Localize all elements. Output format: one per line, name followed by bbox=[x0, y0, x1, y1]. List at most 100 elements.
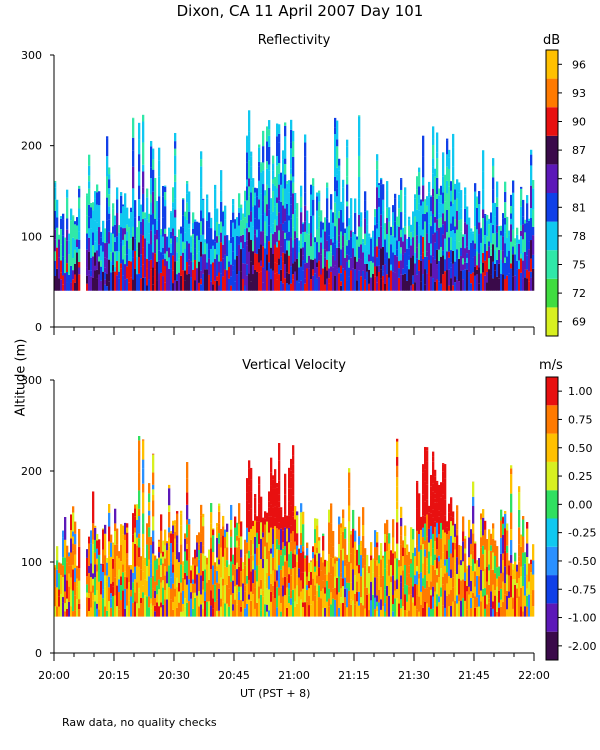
echo-cell bbox=[190, 570, 193, 584]
echo-cell bbox=[78, 208, 81, 232]
echo-cell bbox=[176, 543, 179, 560]
echo-cell bbox=[320, 254, 323, 275]
echo-cell bbox=[88, 204, 91, 217]
echo-cell bbox=[190, 235, 193, 237]
echo-cell bbox=[118, 225, 121, 233]
echo-cell bbox=[216, 566, 219, 571]
echo-cell bbox=[394, 206, 397, 222]
echo-cell bbox=[442, 255, 445, 275]
echo-cell bbox=[438, 561, 441, 578]
echo-cell bbox=[88, 573, 91, 594]
echo-cell bbox=[276, 587, 279, 608]
echo-cell bbox=[316, 229, 319, 243]
echo-cell bbox=[78, 185, 81, 189]
echo-cell bbox=[146, 523, 149, 545]
echo-cell bbox=[430, 255, 433, 264]
echo-cell bbox=[94, 270, 97, 291]
echo-cell bbox=[432, 608, 435, 617]
echo-cell bbox=[148, 576, 151, 597]
echo-cell bbox=[346, 554, 349, 564]
echo-cell bbox=[178, 582, 181, 592]
echo-cell bbox=[370, 555, 373, 561]
echo-cell bbox=[258, 207, 261, 220]
echo-cell bbox=[334, 558, 337, 564]
echo-cell bbox=[218, 235, 221, 243]
echo-cell bbox=[482, 218, 485, 238]
echo-cell bbox=[252, 569, 255, 584]
echo-cell bbox=[526, 557, 529, 567]
echo-cell bbox=[328, 542, 331, 555]
echo-cell bbox=[450, 206, 453, 224]
echo-cell bbox=[186, 504, 189, 520]
echo-cell bbox=[148, 515, 151, 528]
echo-cell bbox=[372, 230, 375, 249]
echo-cell bbox=[284, 188, 287, 203]
echo-cell bbox=[64, 237, 67, 259]
echo-cell bbox=[100, 580, 103, 595]
echo-cell bbox=[442, 564, 445, 577]
echo-cell bbox=[350, 599, 353, 605]
echo-cell bbox=[394, 590, 397, 599]
echo-cell bbox=[294, 506, 297, 520]
echo-cell bbox=[116, 261, 119, 276]
echo-cell bbox=[276, 528, 279, 540]
echo-cell bbox=[394, 551, 397, 559]
echo-cell bbox=[424, 549, 427, 557]
echo-cell bbox=[146, 596, 149, 617]
echo-cell bbox=[260, 588, 263, 595]
echo-cell bbox=[152, 553, 155, 577]
echo-cell bbox=[94, 577, 97, 595]
echo-cell bbox=[124, 534, 127, 540]
echo-cell bbox=[500, 599, 503, 607]
echo-cell bbox=[232, 212, 235, 223]
echo-cell bbox=[448, 530, 451, 540]
echo-cell bbox=[348, 542, 351, 562]
echo-cell bbox=[274, 581, 277, 599]
echo-cell bbox=[292, 455, 295, 465]
echo-cell bbox=[264, 242, 267, 249]
echo-cell bbox=[232, 599, 235, 605]
echo-cell bbox=[132, 226, 135, 237]
echo-cell bbox=[522, 260, 525, 279]
echo-cell bbox=[414, 575, 417, 585]
echo-cell bbox=[210, 569, 213, 591]
echo-cell bbox=[422, 258, 425, 275]
echo-cell bbox=[350, 582, 353, 600]
echo-cell bbox=[192, 583, 195, 593]
echo-cell bbox=[410, 527, 413, 539]
echo-cell bbox=[214, 208, 217, 231]
echo-cell bbox=[272, 585, 275, 596]
echo-cell bbox=[108, 213, 111, 220]
echo-cell bbox=[340, 597, 343, 604]
echo-cell bbox=[140, 266, 143, 279]
echo-cell bbox=[120, 600, 123, 617]
echo-cell bbox=[310, 184, 313, 195]
echo-cell bbox=[106, 220, 109, 243]
echo-cell bbox=[272, 234, 275, 254]
echo-cell bbox=[90, 228, 93, 239]
echo-cell bbox=[172, 552, 175, 565]
echo-cell bbox=[282, 150, 285, 160]
echo-cell bbox=[360, 259, 363, 277]
echo-cell bbox=[378, 220, 381, 237]
echo-cell bbox=[234, 516, 237, 524]
echo-cell bbox=[414, 584, 417, 606]
echo-cell bbox=[262, 162, 265, 171]
echo-cell bbox=[148, 213, 151, 223]
echo-cell bbox=[174, 261, 177, 281]
echo-cell bbox=[394, 193, 397, 199]
echo-cell bbox=[424, 501, 427, 517]
echo-cell bbox=[364, 233, 367, 245]
echo-cell bbox=[186, 202, 189, 220]
colorbar-label: -1.00 bbox=[568, 612, 596, 625]
echo-cell bbox=[432, 517, 435, 534]
echo-cell bbox=[474, 243, 477, 250]
echo-cell bbox=[246, 240, 249, 246]
echo-cell bbox=[400, 582, 403, 600]
echo-cell bbox=[250, 591, 253, 601]
echo-cell bbox=[90, 607, 93, 617]
echo-cell bbox=[446, 595, 449, 617]
echo-cell bbox=[118, 569, 121, 580]
echo-cell bbox=[408, 225, 411, 237]
x-tick-label: 21:45 bbox=[458, 669, 490, 682]
